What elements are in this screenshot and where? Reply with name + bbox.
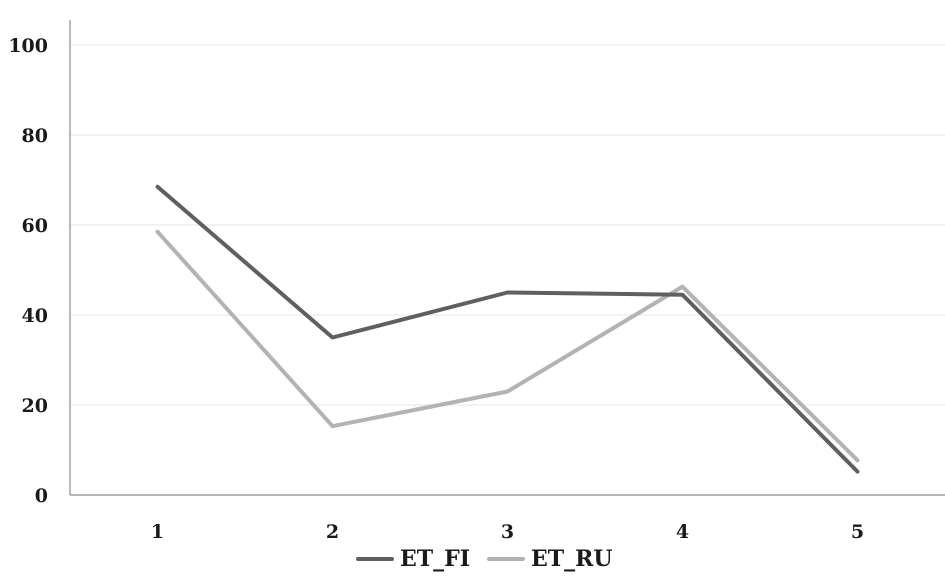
x-tick-label: 4 — [676, 521, 689, 543]
y-tick-label: 20 — [22, 395, 48, 417]
legend: ET_FI ET_RU — [356, 546, 613, 572]
tick-labels: 0 20 40 60 80 100 1 2 3 4 5 — [8, 35, 864, 543]
x-tick-label: 1 — [151, 521, 164, 543]
x-tick-label: 3 — [501, 521, 514, 543]
y-tick-label: 0 — [35, 485, 48, 507]
y-tick-label: 40 — [22, 305, 48, 327]
series-line-et-ru — [155, 229, 860, 463]
series-line-et-fi — [155, 184, 860, 474]
legend-label: ET_RU — [531, 546, 613, 572]
x-tick-label: 5 — [851, 521, 864, 543]
y-tick-label: 100 — [8, 35, 48, 57]
y-tick-label: 60 — [22, 215, 48, 237]
axes — [69, 20, 945, 496]
legend-label: ET_FI — [400, 546, 470, 572]
x-tick-label: 2 — [326, 521, 339, 543]
y-tick-label: 80 — [22, 125, 48, 147]
series-lines — [155, 184, 860, 474]
